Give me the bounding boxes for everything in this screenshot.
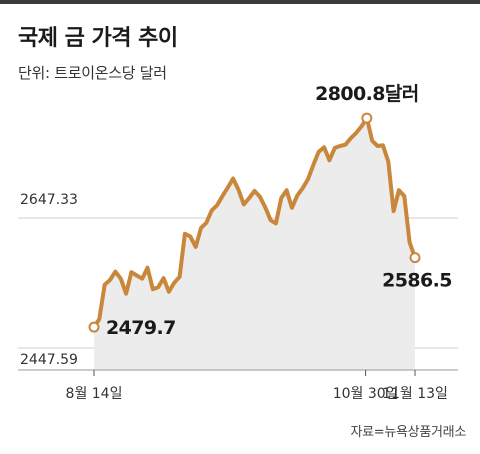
top-rule bbox=[0, 0, 480, 4]
price-series-line bbox=[92, 116, 417, 330]
data-marker bbox=[361, 112, 373, 124]
markers bbox=[88, 112, 421, 333]
data-label: 2479.7 bbox=[106, 317, 176, 339]
y-tick-label: 2447.59 bbox=[20, 352, 78, 368]
unit-label: 단위: 트로이온스당 달러 bbox=[18, 64, 167, 82]
data-label: 2586.5 bbox=[382, 270, 452, 292]
x-tick-label: 10월 30일 bbox=[333, 386, 399, 402]
data-marker bbox=[409, 252, 421, 264]
y-tick-label: 2647.33 bbox=[20, 192, 78, 208]
x-tick-label: 11월 13일 bbox=[382, 386, 448, 402]
source-note: 자료=뉴욕상품거래소 bbox=[350, 425, 466, 440]
data-label: 2800.8달러 bbox=[315, 83, 418, 105]
chart-title: 국제 금 가격 추이 bbox=[18, 26, 178, 51]
price-area-fill bbox=[94, 118, 415, 370]
x-tick-label: 8월 14일 bbox=[66, 386, 123, 402]
y-ticks: 2447.59 2647.33 bbox=[20, 192, 78, 368]
data-marker bbox=[88, 321, 100, 333]
annotations: 2479.7 2800.8달러 2586.5 bbox=[106, 83, 452, 339]
